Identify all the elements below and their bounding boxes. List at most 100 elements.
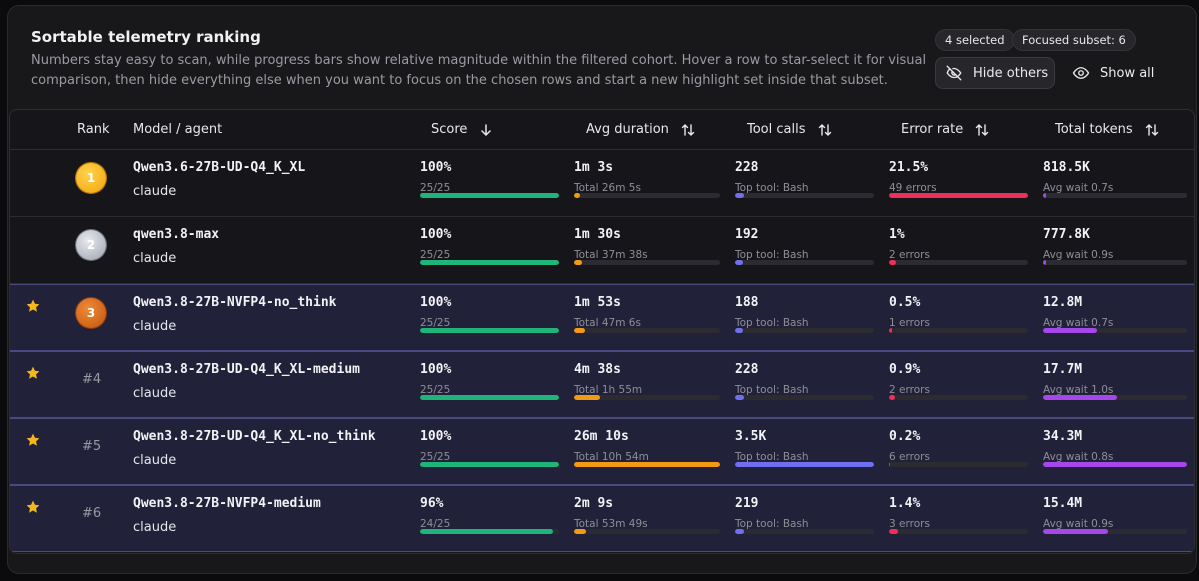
tokens-value: 818.5K	[1043, 160, 1090, 175]
duration-bar-fill	[574, 395, 600, 400]
duration-bar	[574, 328, 720, 333]
duration-sub: Total 37m 38s	[574, 249, 648, 261]
table-row[interactable]: 3 Qwen3.8-27B-NVFP4-no_think claude 100%…	[10, 284, 1194, 351]
sort-descending-icon[interactable]	[479, 123, 493, 137]
error-bar-fill	[889, 328, 893, 333]
error-header-label: Error rate	[901, 122, 964, 137]
error-cell: 0.2% 6 errors	[889, 429, 930, 463]
telemetry-panel: Sortable telemetry ranking Numbers stay …	[7, 5, 1197, 574]
duration-cell: 2m 9s Total 53m 49s	[574, 496, 648, 530]
duration-value: 1m 3s	[574, 160, 614, 175]
error-value: 0.2%	[889, 429, 921, 444]
tokens-cell: 818.5K Avg wait 0.7s	[1043, 160, 1113, 194]
duration-cell: 1m 30s Total 37m 38s	[574, 227, 648, 261]
error-bar	[889, 462, 1028, 467]
error-bar-fill	[889, 395, 895, 400]
panel-title: Sortable telemetry ranking	[31, 28, 261, 46]
tokens-column-header[interactable]: Total tokens	[1055, 122, 1159, 137]
tokens-sub: Avg wait 0.7s	[1043, 182, 1114, 194]
tools-column-header[interactable]: Tool calls	[747, 122, 832, 137]
sort-toggle-icon[interactable]	[975, 123, 989, 137]
tools-bar-fill	[735, 328, 743, 333]
sort-toggle-icon[interactable]	[1145, 123, 1159, 137]
tokens-bar-fill	[1043, 328, 1097, 333]
error-cell: 0.9% 2 errors	[889, 362, 930, 396]
tokens-bar-fill	[1043, 395, 1118, 400]
duration-bar	[574, 260, 720, 265]
tools-bar-fill	[735, 462, 874, 467]
tools-bar	[735, 328, 874, 333]
duration-value: 26m 10s	[574, 429, 629, 444]
tokens-sub: Avg wait 0.9s	[1043, 518, 1114, 530]
tokens-cell: 17.7M Avg wait 1.0s	[1043, 362, 1113, 396]
score-bar-fill	[420, 260, 559, 265]
sort-toggle-icon[interactable]	[818, 123, 832, 137]
model-name: Qwen3.6-27B-UD-Q4_K_XL	[133, 160, 306, 175]
error-bar-fill	[889, 529, 899, 534]
tokens-value: 17.7M	[1043, 362, 1083, 377]
tools-cell: 228 Top tool: Bash	[735, 362, 809, 396]
duration-sub: Total 10h 54m	[574, 451, 649, 463]
tokens-bar	[1043, 193, 1187, 198]
table-row[interactable]: #4 Qwen3.8-27B-UD-Q4_K_XL-medium claude …	[10, 351, 1194, 418]
error-sub: 2 errors	[889, 384, 930, 396]
focused-subset-badge: Focused subset: 6	[1012, 29, 1136, 51]
tokens-bar	[1043, 395, 1187, 400]
score-column-header[interactable]: Score	[431, 122, 493, 137]
tools-cell: 3.5K Top tool: Bash	[735, 429, 809, 463]
tools-sub: Top tool: Bash	[735, 518, 809, 530]
tools-bar	[735, 529, 874, 534]
score-value: 100%	[420, 429, 452, 444]
score-cell: 100% 25/25	[420, 362, 451, 396]
tools-bar-fill	[735, 529, 744, 534]
error-bar	[889, 328, 1028, 333]
duration-sub: Total 1h 55m	[574, 384, 643, 396]
table-header: Rank Model / agent Score Avg duration To…	[10, 110, 1194, 150]
star-icon[interactable]	[25, 432, 41, 448]
duration-bar	[574, 462, 720, 467]
duration-header-label: Avg duration	[586, 122, 669, 137]
score-value: 100%	[420, 362, 452, 377]
tokens-bar	[1043, 328, 1187, 333]
model-name: Qwen3.8-27B-NVFP4-no_think	[133, 295, 337, 310]
duration-bar	[574, 529, 720, 534]
show-all-button[interactable]: Show all	[1062, 57, 1162, 89]
tools-bar	[735, 462, 874, 467]
sort-toggle-icon[interactable]	[681, 123, 695, 137]
error-column-header[interactable]: Error rate	[901, 122, 989, 137]
tools-value: 228	[735, 160, 759, 175]
tools-value: 228	[735, 362, 759, 377]
duration-column-header[interactable]: Avg duration	[586, 122, 695, 137]
agent-name: claude	[133, 319, 177, 334]
tokens-header-label: Total tokens	[1055, 122, 1133, 137]
tokens-sub: Avg wait 0.8s	[1043, 451, 1114, 463]
star-icon[interactable]	[25, 298, 41, 314]
tools-cell: 188 Top tool: Bash	[735, 295, 809, 329]
rank-medal: 1	[76, 163, 106, 193]
tokens-cell: 12.8M Avg wait 0.7s	[1043, 295, 1113, 329]
error-bar-fill	[889, 462, 891, 467]
duration-value: 1m 53s	[574, 295, 621, 310]
error-sub: 6 errors	[889, 451, 930, 463]
error-bar-fill	[889, 260, 896, 265]
model-name: Qwen3.8-27B-NVFP4-medium	[133, 496, 321, 511]
table-row[interactable]: #6 Qwen3.8-27B-NVFP4-medium claude 96% 2…	[10, 485, 1194, 552]
error-sub: 3 errors	[889, 518, 930, 530]
star-icon[interactable]	[25, 499, 41, 515]
agent-name: claude	[133, 386, 177, 401]
hide-others-button[interactable]: Hide others	[935, 57, 1055, 89]
error-bar	[889, 395, 1028, 400]
error-bar	[889, 260, 1028, 265]
table-row[interactable]: #5 Qwen3.8-27B-UD-Q4_K_XL-no_think claud…	[10, 418, 1194, 485]
tools-value: 219	[735, 496, 759, 511]
tokens-bar-fill	[1043, 260, 1047, 265]
table-row[interactable]: 2 qwen3.8-max claude 100% 25/25 1m 30s T…	[10, 217, 1194, 284]
star-icon[interactable]	[25, 365, 41, 381]
duration-bar-fill	[574, 462, 720, 467]
table-row[interactable]: 1 Qwen3.6-27B-UD-Q4_K_XL claude 100% 25/…	[10, 150, 1194, 217]
tools-cell: 228 Top tool: Bash	[735, 160, 809, 194]
score-value: 100%	[420, 295, 452, 310]
error-value: 0.5%	[889, 295, 921, 310]
model-column-header: Model / agent	[133, 122, 222, 137]
score-bar	[420, 193, 559, 198]
